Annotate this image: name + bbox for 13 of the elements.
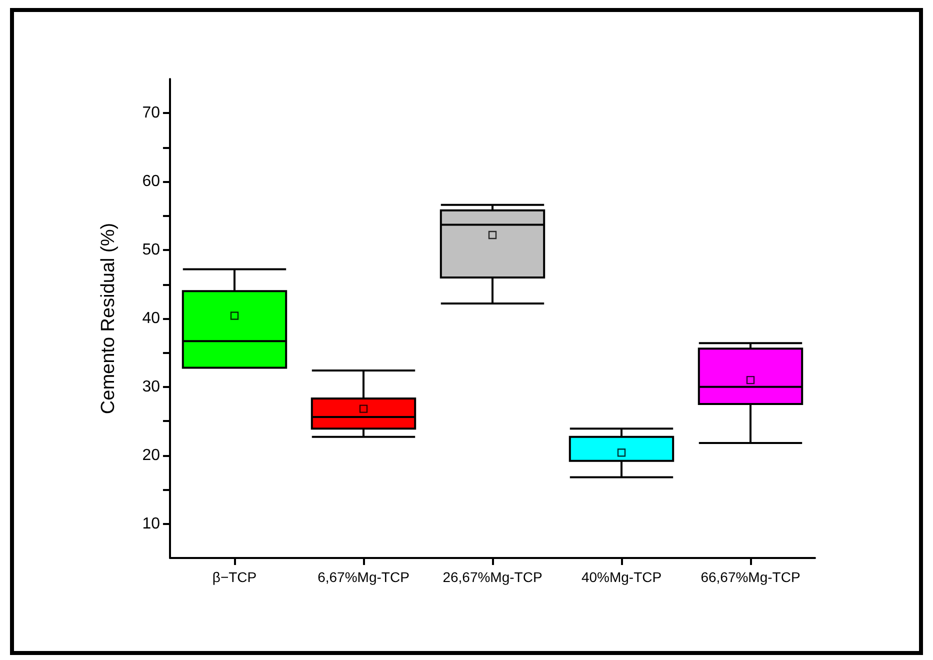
y-tick-label: 10	[142, 515, 160, 532]
y-tick-label: 40	[142, 310, 160, 327]
y-tick-label: 30	[142, 378, 160, 396]
x-tick-label: 40%Mg-TCP	[581, 569, 662, 585]
x-tick-label: 6,67%Mg-TCP	[318, 569, 410, 585]
y-tick-label: 60	[142, 173, 160, 190]
y-tick-label: 70	[142, 104, 160, 122]
y-tick-label: 20	[142, 446, 160, 464]
y-tick-label: 50	[142, 242, 160, 259]
x-tick-label: 26,67%Mg-TCP	[442, 569, 542, 585]
x-tick-label: β−TCP	[212, 569, 257, 585]
x-tick-label: 66,67%Mg-TCP	[700, 569, 800, 585]
y-axis-title: Cemento Residual (%)	[98, 222, 119, 414]
